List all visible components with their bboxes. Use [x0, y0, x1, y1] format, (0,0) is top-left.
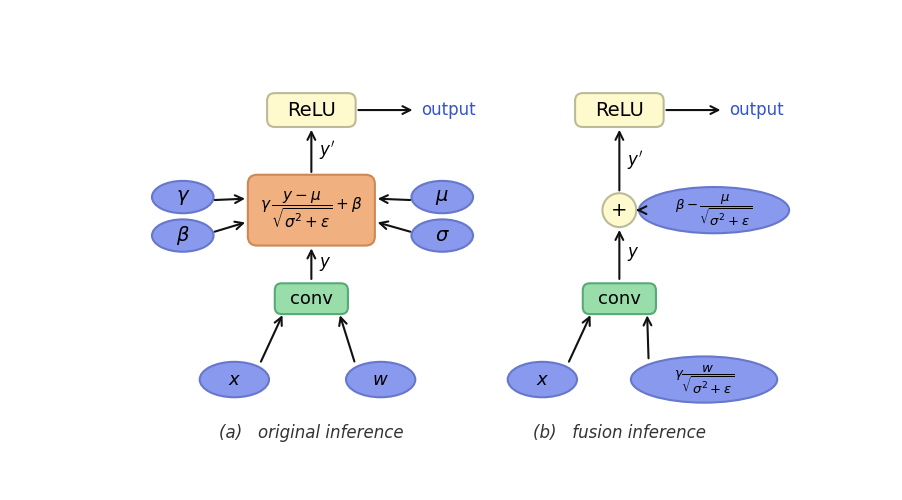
Text: $\gamma$: $\gamma$: [176, 188, 190, 206]
Ellipse shape: [152, 220, 214, 252]
Text: (b)   fusion inference: (b) fusion inference: [533, 424, 706, 442]
Text: +: +: [612, 200, 628, 220]
Text: $w$: $w$: [373, 370, 389, 388]
Text: $\sigma$: $\sigma$: [435, 226, 450, 245]
Text: $y'$: $y'$: [319, 140, 336, 162]
Text: ReLU: ReLU: [287, 100, 336, 119]
Text: $y$: $y$: [627, 246, 640, 264]
Text: $y$: $y$: [319, 254, 332, 272]
Ellipse shape: [639, 187, 789, 234]
Ellipse shape: [411, 181, 473, 213]
Text: conv: conv: [598, 290, 640, 308]
Text: $\beta - \dfrac{\mu}{\sqrt{\sigma^{2}+\varepsilon}}$: $\beta - \dfrac{\mu}{\sqrt{\sigma^{2}+\v…: [676, 192, 752, 228]
Text: $\beta$: $\beta$: [176, 224, 189, 247]
FancyBboxPatch shape: [267, 93, 355, 127]
Ellipse shape: [630, 356, 778, 403]
Text: output: output: [729, 101, 783, 119]
Ellipse shape: [199, 362, 269, 398]
Text: $\mu$: $\mu$: [436, 188, 449, 206]
Circle shape: [603, 193, 636, 227]
Text: $\gamma\dfrac{w}{\sqrt{\sigma^{2}+\varepsilon}}$: $\gamma\dfrac{w}{\sqrt{\sigma^{2}+\varep…: [674, 364, 734, 396]
Text: $x$: $x$: [227, 370, 241, 388]
Text: $\gamma \,\dfrac{y-\mu}{\sqrt{\sigma^{2}+\varepsilon}}+\beta$: $\gamma \,\dfrac{y-\mu}{\sqrt{\sigma^{2}…: [260, 190, 363, 230]
Text: (a)   original inference: (a) original inference: [219, 424, 404, 442]
Ellipse shape: [508, 362, 577, 398]
Text: conv: conv: [290, 290, 333, 308]
Text: output: output: [420, 101, 475, 119]
Text: $y'$: $y'$: [627, 148, 643, 172]
Ellipse shape: [346, 362, 415, 398]
FancyBboxPatch shape: [583, 284, 656, 314]
FancyBboxPatch shape: [275, 284, 348, 314]
Text: $x$: $x$: [536, 370, 549, 388]
FancyBboxPatch shape: [248, 174, 375, 246]
Ellipse shape: [411, 220, 473, 252]
Ellipse shape: [152, 181, 214, 213]
Text: ReLU: ReLU: [595, 100, 644, 119]
FancyBboxPatch shape: [575, 93, 664, 127]
